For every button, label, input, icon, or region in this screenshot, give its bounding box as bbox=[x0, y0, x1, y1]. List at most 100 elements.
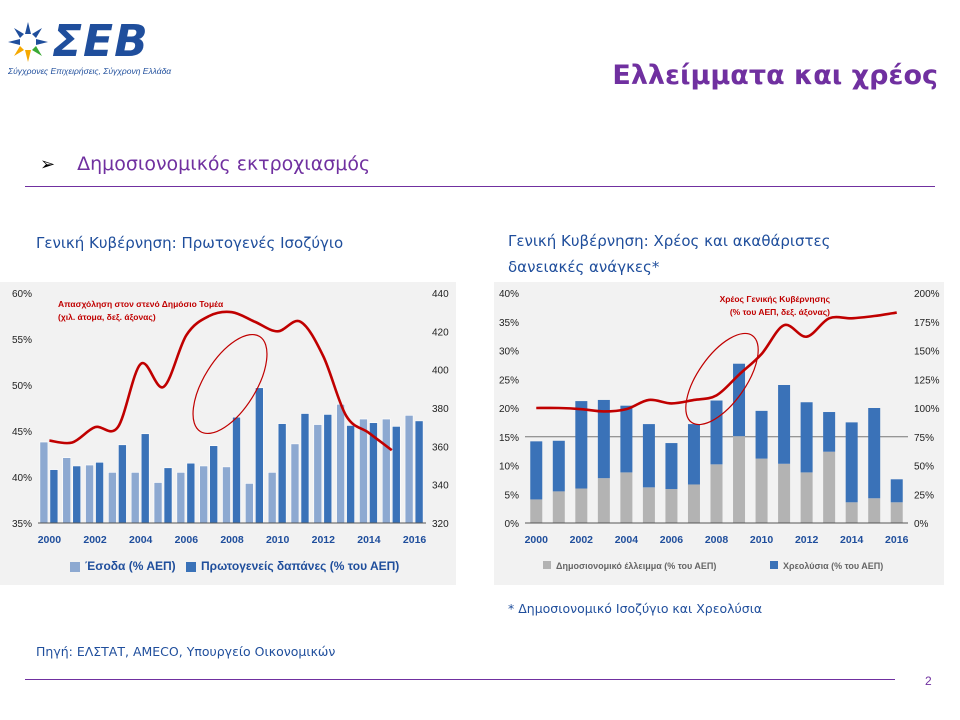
legend-label: Πρωτογενείς δαπάνες (% του ΑΕΠ) bbox=[201, 559, 399, 573]
chart2-title: Γενική Κυβέρνηση: Χρέος και ακαθάριστες … bbox=[508, 232, 831, 276]
legend-label: Έσοδα (% ΑΕΠ) bbox=[85, 559, 176, 573]
bar-primary-expenditure bbox=[391, 426, 401, 524]
x-tick-label: 2008 bbox=[220, 534, 244, 546]
y-tick-label: 45% bbox=[12, 427, 32, 438]
bar-deficit bbox=[890, 502, 903, 523]
bar-revenue bbox=[62, 457, 72, 524]
y2-tick-label: 50% bbox=[914, 462, 934, 473]
legend-swatch bbox=[186, 562, 196, 572]
bar-deficit bbox=[710, 464, 723, 523]
bullet-arrow-icon: ➢ bbox=[40, 153, 56, 174]
bar-primary-expenditure bbox=[140, 433, 150, 524]
y2-tick-label: 100% bbox=[914, 404, 940, 415]
logo-tagline: Σύγχρονες Επιχειρήσεις, Σύγχρονη Ελλάδα bbox=[8, 66, 172, 76]
bar-primary-expenditure bbox=[95, 461, 104, 524]
y2-tick-label: 360 bbox=[432, 442, 449, 453]
bar-primary-expenditure bbox=[209, 445, 218, 524]
bottom-divider bbox=[25, 679, 895, 680]
y-tick-label: 15% bbox=[499, 433, 519, 444]
bar-revenue bbox=[222, 466, 231, 524]
bar-deficit bbox=[552, 491, 565, 523]
bar-deficit bbox=[733, 436, 746, 523]
legend-swatch bbox=[770, 561, 778, 569]
y-tick-label: 35% bbox=[12, 519, 32, 530]
bar-deficit bbox=[823, 451, 836, 523]
line-annotation: (% του ΑΕΠ, δεξ. άξονας) bbox=[730, 307, 830, 317]
bar-deficit bbox=[800, 472, 813, 523]
primary-balance-chart: 35% 40% 45% 50% 55% 60% 320 340 360 380 400 420 440 2… bbox=[0, 282, 456, 585]
bar-amortization bbox=[733, 363, 746, 437]
y2-tick-label: 0% bbox=[914, 519, 929, 530]
chart-footnote: * Δημοσιονομικό Ισοζύγιο και Χρεολύσια bbox=[508, 601, 763, 616]
bar-primary-expenditure bbox=[255, 387, 264, 524]
y-tick-label: 5% bbox=[505, 490, 520, 501]
bar-revenue bbox=[313, 424, 323, 524]
bar-revenue bbox=[336, 404, 345, 524]
y2-tick-label: 400 bbox=[432, 366, 449, 377]
debt-financing-chart: 0% 5% 10% 15% 20% 25% 30% 35% 40% 0% 25% 50% 75% 100%… bbox=[494, 282, 944, 585]
highlight-ellipse bbox=[192, 333, 268, 435]
bar-primary-expenditure bbox=[323, 414, 333, 524]
bar-amortization bbox=[552, 440, 565, 492]
bar-revenue bbox=[108, 472, 117, 524]
x-tick-label: 2000 bbox=[38, 534, 62, 546]
bar-deficit bbox=[868, 498, 881, 523]
bar-amortization bbox=[868, 408, 881, 499]
bar-primary-expenditure bbox=[118, 444, 127, 524]
bar-amortization bbox=[755, 410, 768, 459]
y2-tick-label: 380 bbox=[432, 404, 449, 415]
bar-deficit bbox=[530, 499, 543, 523]
bar-deficit bbox=[845, 502, 858, 523]
bar-primary-expenditure bbox=[49, 469, 59, 524]
bar-primary-expenditure bbox=[72, 465, 82, 524]
source-note: Πηγή: ΕΛΣΤΑΤ, AMECO, Υπουργείο Οικονομικ… bbox=[36, 644, 336, 659]
y-tick-label: 60% bbox=[12, 289, 32, 300]
bar-amortization bbox=[530, 441, 543, 500]
bar-amortization bbox=[575, 401, 588, 489]
bar-revenue bbox=[404, 415, 414, 524]
x-tick-label: 2006 bbox=[175, 534, 199, 546]
bar-amortization bbox=[710, 400, 723, 465]
bar-amortization bbox=[642, 424, 655, 488]
bar-amortization bbox=[800, 402, 813, 473]
logo-text: ΣΕΒ bbox=[52, 16, 149, 67]
bar-primary-expenditure bbox=[186, 462, 196, 524]
bar-primary-expenditure bbox=[414, 420, 424, 524]
bar-revenue bbox=[153, 482, 163, 524]
bar-revenue bbox=[267, 472, 277, 524]
line-annotation: Χρέος Γενικής Κυβέρνησης bbox=[720, 294, 831, 304]
bar-deficit bbox=[778, 463, 791, 523]
bar-amortization bbox=[778, 385, 791, 464]
bar-primary-expenditure bbox=[232, 416, 241, 524]
bar-deficit bbox=[687, 484, 700, 523]
x-tick-label: 2016 bbox=[403, 534, 427, 546]
top-divider bbox=[25, 186, 935, 187]
x-tick-label: 2012 bbox=[795, 534, 819, 546]
y-tick-label: 25% bbox=[499, 375, 519, 386]
y2-tick-label: 200% bbox=[914, 289, 940, 300]
bar-primary-expenditure bbox=[300, 413, 310, 524]
slide-title: Ελλείμματα και χρέος bbox=[612, 60, 938, 91]
bar-revenue bbox=[130, 472, 140, 524]
x-tick-label: 2016 bbox=[885, 534, 909, 546]
bar-primary-expenditure bbox=[346, 425, 355, 524]
x-tick-label: 2002 bbox=[570, 534, 594, 546]
line-series bbox=[536, 311, 897, 413]
y-tick-label: 40% bbox=[12, 473, 32, 484]
line-annotation: (χιλ. άτομα, δεξ. άξονας) bbox=[58, 312, 156, 322]
x-tick-label: 2004 bbox=[615, 534, 639, 546]
bar-revenue bbox=[85, 464, 94, 524]
bar-revenue bbox=[359, 418, 368, 524]
bar-amortization bbox=[845, 422, 858, 503]
line-annotation: Απασχόληση στον στενό Δημόσιο Τομέα bbox=[58, 299, 224, 309]
y2-tick-label: 150% bbox=[914, 347, 940, 358]
legend-label: Χρεολύσια (% του ΑΕΠ) bbox=[783, 561, 883, 571]
y2-tick-label: 25% bbox=[914, 490, 934, 501]
bar-deficit bbox=[597, 478, 610, 523]
bar-amortization bbox=[890, 479, 903, 503]
x-tick-label: 2002 bbox=[83, 534, 107, 546]
y2-tick-label: 125% bbox=[914, 375, 940, 386]
y-tick-label: 20% bbox=[499, 404, 519, 415]
y2-tick-label: 320 bbox=[432, 519, 449, 530]
x-tick-label: 2010 bbox=[750, 534, 774, 546]
